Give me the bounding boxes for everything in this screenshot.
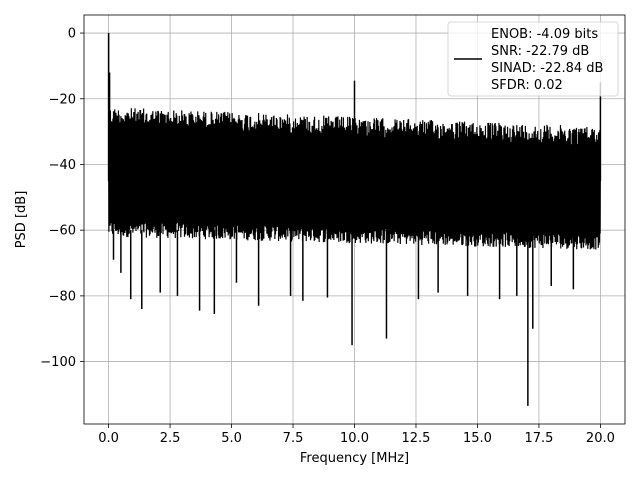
x-tick-label: 5.0 [221, 431, 242, 446]
y-tick-label: −60 [49, 224, 76, 239]
legend-line-snr: SNR: -22.79 dB [491, 44, 589, 59]
series-layer [107, 33, 602, 406]
x-tick-label: 2.5 [160, 431, 181, 446]
legend: ENOB: -4.09 bits SNR: -22.79 dB SINAD: -… [447, 21, 619, 97]
tick-layer: 0.0 2.5 5.0 7.5 10.0 12.5 15.0 17.5 20.0 0 −20 −40 −… [40, 27, 615, 446]
x-axis-label: Frequency [MHz] [300, 451, 409, 466]
y-tick-label: −20 [49, 92, 76, 107]
legend-line-sfdr: SFDR: 0.02 [491, 78, 563, 93]
legend-line-sinad: SINAD: -22.84 dB [491, 61, 603, 76]
legend-line-enob: ENOB: -4.09 bits [491, 27, 598, 42]
y-tick-label: −40 [49, 158, 76, 173]
x-tick-label: 17.5 [524, 431, 553, 446]
x-tick-label: 7.5 [283, 431, 304, 446]
x-tick-label: 12.5 [402, 431, 431, 446]
series-line [107, 33, 602, 250]
x-tick-label: 10.0 [340, 431, 369, 446]
y-tick-label: −100 [40, 355, 76, 370]
x-tick-label: 15.0 [463, 431, 492, 446]
y-tick-label: −80 [49, 289, 76, 304]
x-tick-label: 20.0 [586, 431, 615, 446]
legend-box [447, 21, 619, 97]
y-axis-label: PSD [dB] [14, 191, 29, 249]
x-tick-label: 0.0 [98, 431, 119, 446]
y-tick-label: 0 [68, 27, 76, 42]
